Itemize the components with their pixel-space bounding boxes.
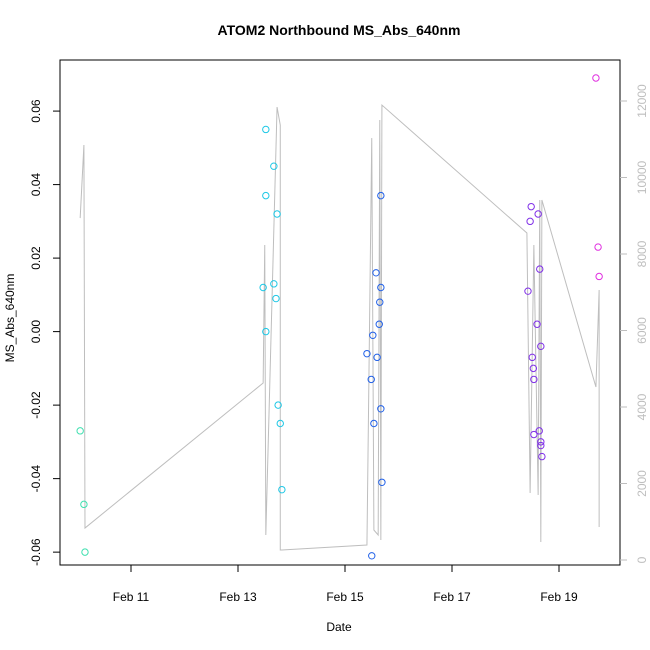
- data-point: [377, 283, 385, 292]
- x-tick-label: Feb 11: [113, 590, 150, 604]
- data-point: [524, 287, 532, 295]
- data-point: [538, 452, 546, 461]
- y2-tick-label: 0: [635, 556, 649, 563]
- data-point: [533, 320, 541, 328]
- data-point: [378, 478, 386, 487]
- plot-frame: [59, 59, 621, 566]
- data-point: [270, 280, 278, 288]
- y-tick-label: 0.00: [29, 320, 43, 344]
- y2-tick-label: 2000: [635, 470, 649, 497]
- data-point: [377, 191, 385, 200]
- data-point: [276, 419, 284, 428]
- x-tick-label: Feb 13: [219, 590, 257, 604]
- data-point: [76, 427, 84, 435]
- data-point: [81, 548, 89, 556]
- data-point: [262, 125, 270, 134]
- data-point: [594, 243, 602, 251]
- data-point: [526, 217, 534, 226]
- data-point: [376, 298, 384, 306]
- data-point: [537, 438, 545, 446]
- data-point: [377, 405, 385, 413]
- data-point: [367, 375, 375, 384]
- data-point: [529, 364, 538, 373]
- data-point: [535, 427, 543, 435]
- data-point: [527, 202, 535, 211]
- data-point: [262, 327, 270, 336]
- data-point: [262, 191, 270, 200]
- chart-title: ATOM2 Northbound MS_Abs_640nm: [218, 22, 461, 38]
- data-point: [528, 353, 536, 362]
- x-tick-label: Feb 15: [326, 590, 364, 604]
- y-tick-label: -0.06: [29, 538, 43, 566]
- x-tick-label: Feb 19: [540, 590, 578, 604]
- y-tick-label: -0.02: [29, 391, 43, 419]
- data-point: [370, 419, 378, 428]
- data-point: [595, 272, 603, 281]
- y-tick-label: 0.04: [29, 173, 43, 197]
- data-point: [80, 500, 88, 509]
- data-point: [274, 401, 282, 409]
- y2-tick-label: 10000: [635, 160, 649, 194]
- data-point: [368, 552, 376, 560]
- data-point: [537, 441, 545, 450]
- y2-tick-label: 6000: [635, 317, 649, 344]
- data-point: [272, 294, 280, 303]
- y-tick-label: -0.04: [29, 465, 43, 493]
- data-point: [278, 485, 286, 494]
- data-point: [530, 430, 538, 439]
- x-tick-label: Feb 17: [433, 590, 471, 604]
- data-point: [259, 283, 267, 292]
- data-point: [372, 269, 380, 277]
- x-axis-label: Date: [326, 620, 352, 634]
- data-point: [530, 375, 538, 384]
- data-point: [270, 162, 278, 170]
- data-point: [592, 74, 600, 82]
- data-point: [537, 342, 545, 351]
- data-point: [534, 210, 542, 218]
- data-point: [375, 320, 383, 328]
- y-tick-label: 0.06: [29, 99, 43, 123]
- y2-tick-label: 12000: [635, 84, 649, 118]
- y-tick-label: 0.02: [29, 246, 43, 270]
- data-point: [369, 331, 377, 339]
- y2-tick-label: 8000: [635, 240, 649, 267]
- data-point: [363, 349, 371, 358]
- data-point: [273, 210, 281, 218]
- data-point: [373, 353, 381, 362]
- y2-tick-label: 4000: [635, 393, 649, 420]
- data-point: [536, 265, 544, 273]
- y-axis-label: MS_Abs_640nm: [3, 274, 17, 363]
